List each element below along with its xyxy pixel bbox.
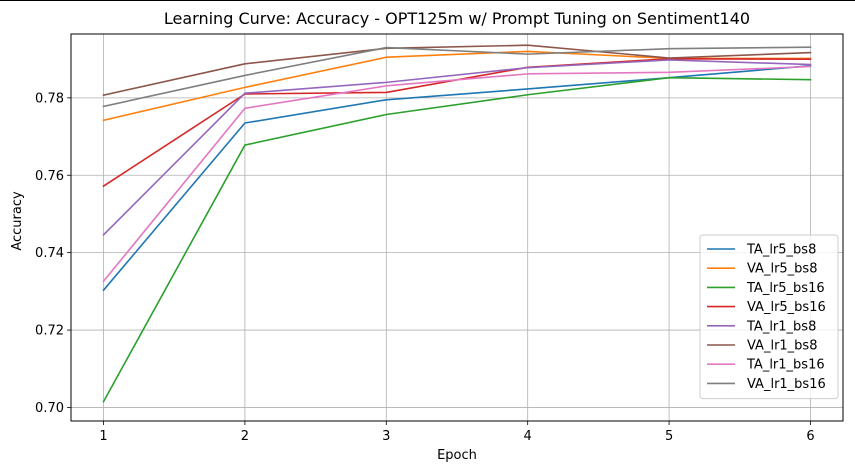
legend-entry: VA_lr5_bs16 bbox=[747, 300, 826, 315]
legend-entry: VA_lr5_bs8 bbox=[747, 262, 817, 277]
y-tick-label: 0.74 bbox=[35, 246, 64, 261]
plot-frame bbox=[70, 33, 844, 422]
x-tick-label: 1 bbox=[99, 429, 107, 444]
x-tick-label: 2 bbox=[241, 429, 249, 444]
x-tick-label: 6 bbox=[806, 429, 814, 444]
legend-entry: VA_lr1_bs8 bbox=[747, 339, 817, 354]
x-axis-label: Epoch bbox=[437, 448, 477, 463]
x-tick-label: 3 bbox=[382, 429, 390, 444]
top-rule bbox=[0, 0, 855, 1]
axis-ticks: 1 2 3 4 5 6 0.70 0.72 0.74 0.76 0.78 bbox=[35, 91, 815, 444]
legend: TA_lr5_bs8 VA_lr5_bs8 TA_lr5_bs16 VA_lr5_bs… bbox=[699, 234, 839, 400]
legend-entry: TA_lr5_bs16 bbox=[746, 281, 825, 296]
legend-entry: TA_lr1_bs16 bbox=[746, 358, 825, 373]
y-tick-label: 0.78 bbox=[35, 91, 64, 106]
series-line-ta-lr5-bs8 bbox=[102, 64, 812, 292]
series-line-ta-lr5-bs16 bbox=[102, 76, 812, 403]
series-lines bbox=[102, 44, 812, 403]
x-tick-label: 4 bbox=[524, 429, 532, 444]
series-line-va-lr1-bs8 bbox=[102, 44, 812, 97]
chart-title: Learning Curve: Accuracy - OPT125m w/ Pr… bbox=[164, 9, 750, 28]
y-axis-label: Accuracy bbox=[10, 191, 25, 251]
y-tick-label: 0.70 bbox=[35, 401, 64, 416]
grid-lines bbox=[71, 34, 843, 421]
series-line-ta-lr1-bs16 bbox=[102, 65, 812, 283]
legend-entry: TA_lr1_bs8 bbox=[746, 319, 816, 334]
y-tick-label: 0.76 bbox=[35, 169, 64, 184]
x-tick-label: 5 bbox=[665, 429, 673, 444]
legend-box bbox=[699, 234, 839, 400]
series-line-va-lr1-bs16 bbox=[102, 46, 812, 108]
series-line-ta-lr1-bs8 bbox=[102, 59, 812, 236]
legend-entry: TA_lr5_bs8 bbox=[746, 243, 816, 258]
y-tick-label: 0.72 bbox=[35, 324, 64, 339]
legend-entry: VA_lr1_bs16 bbox=[747, 377, 826, 392]
